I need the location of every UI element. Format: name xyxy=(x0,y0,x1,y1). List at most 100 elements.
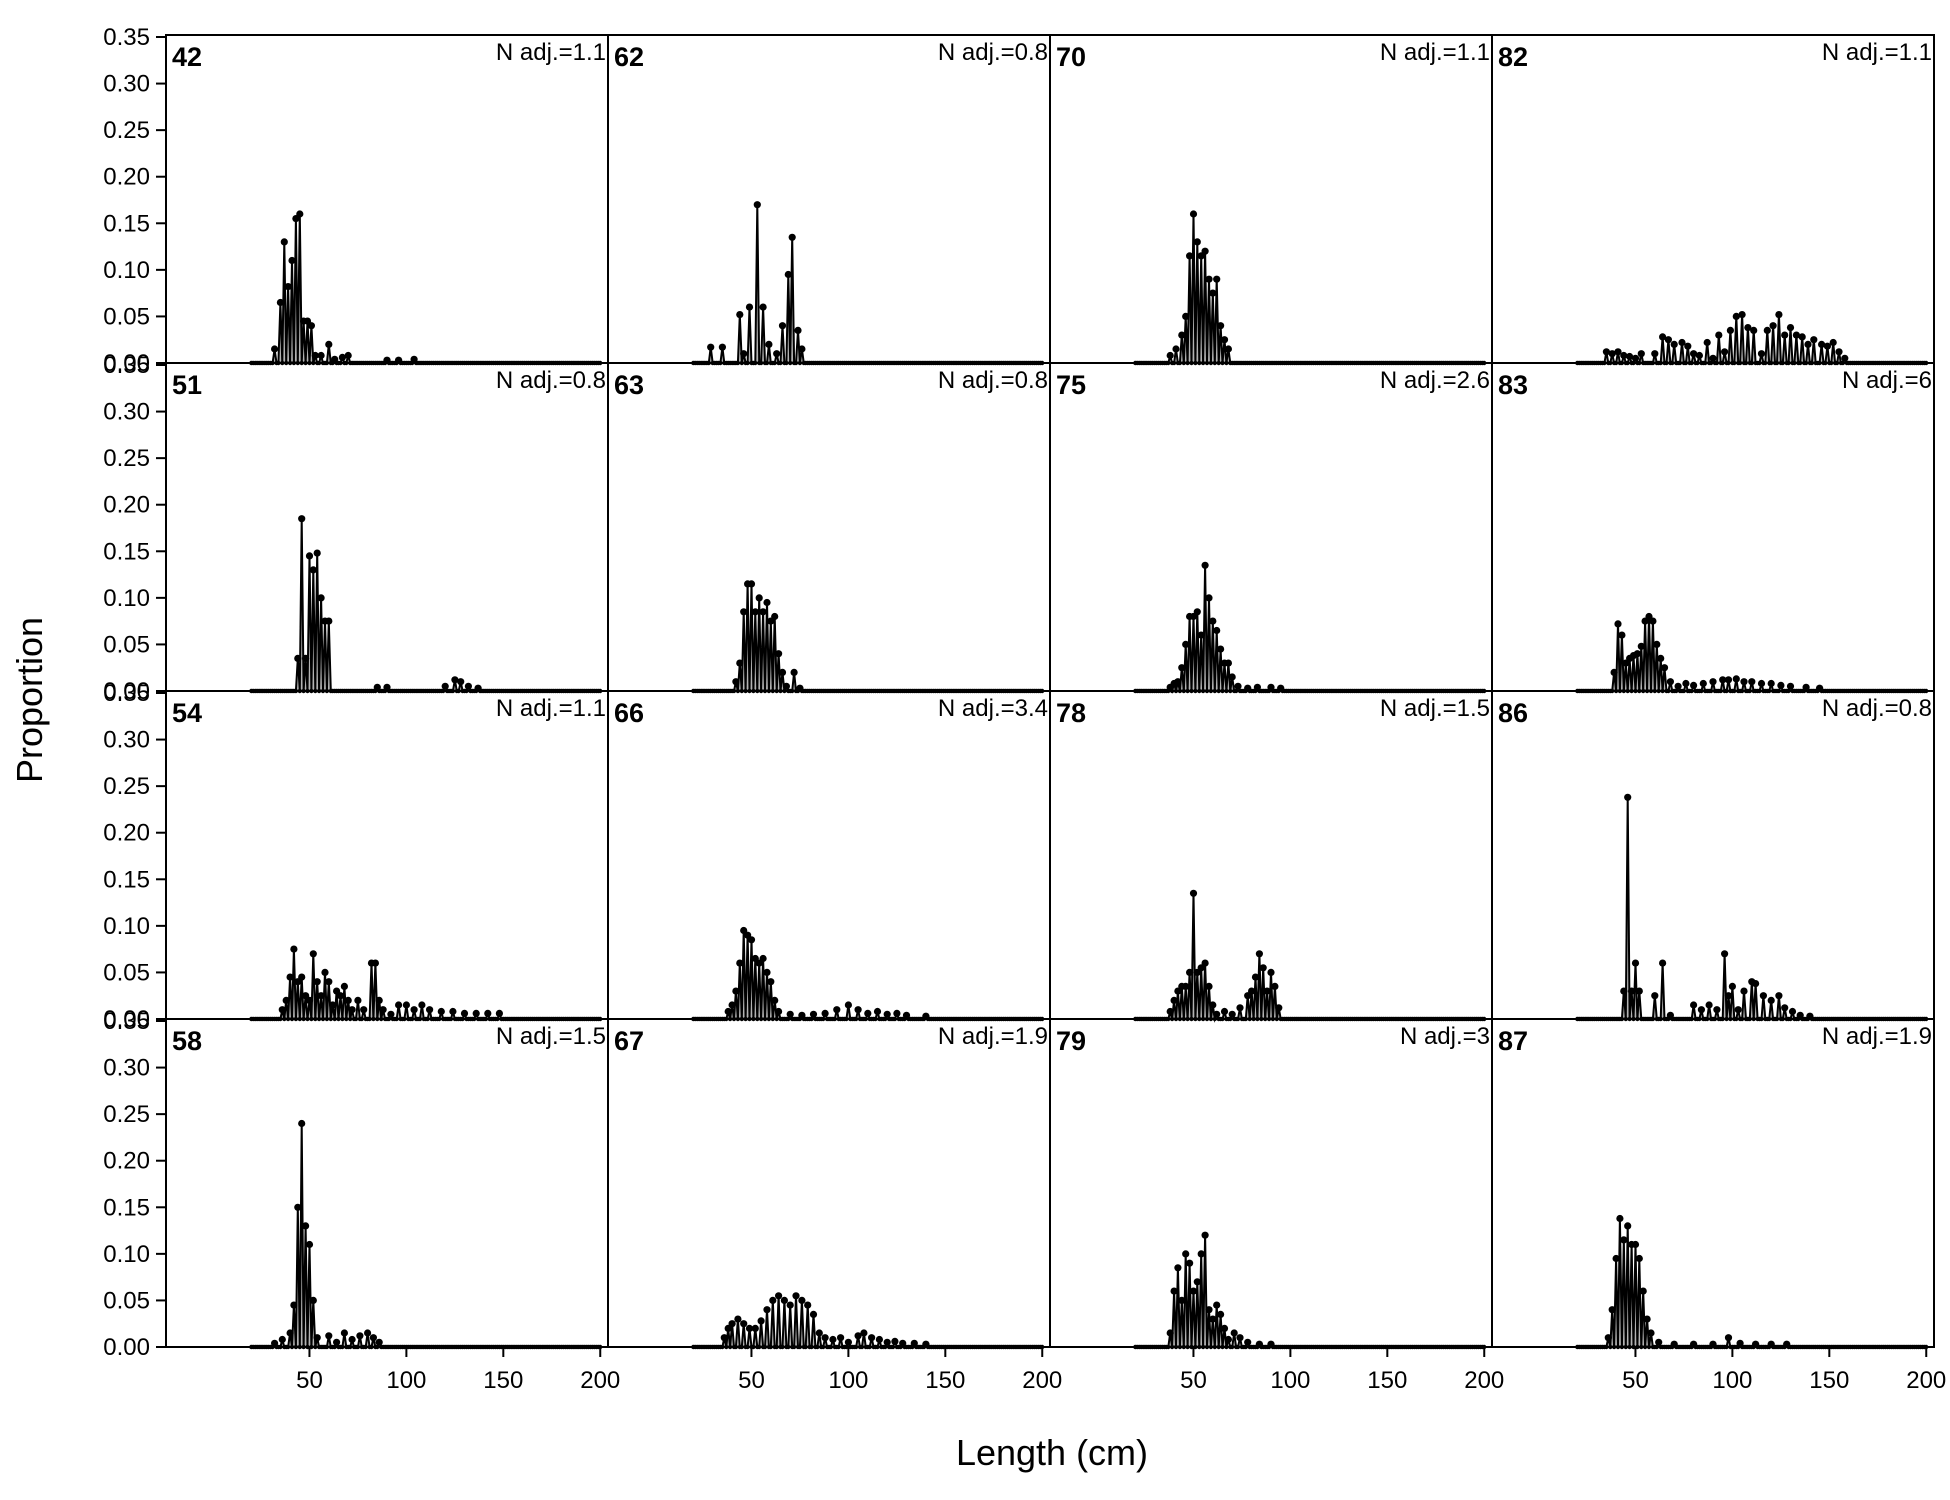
y-tick-label: 0.25 xyxy=(103,1101,150,1128)
data-point xyxy=(1228,673,1236,681)
data-point xyxy=(1653,640,1661,649)
data-point xyxy=(1174,678,1182,686)
data-point xyxy=(1172,345,1180,353)
data-point xyxy=(1798,333,1806,341)
data-point xyxy=(1186,252,1194,260)
data-point xyxy=(1777,681,1785,690)
data-point xyxy=(769,1296,777,1304)
data-point xyxy=(1614,620,1622,628)
panel-number-42: 42 xyxy=(172,42,202,72)
data-point xyxy=(1197,1250,1205,1258)
data-point xyxy=(771,612,779,621)
data-point xyxy=(1750,326,1758,334)
data-point xyxy=(788,233,796,241)
y-tick-label: 0.30 xyxy=(103,1055,150,1082)
data-point xyxy=(325,340,333,348)
data-point xyxy=(1823,342,1831,350)
data-point xyxy=(1255,950,1263,958)
x-tick-label: 150 xyxy=(1367,1367,1407,1394)
data-point xyxy=(309,950,317,958)
y-tick-label: 0.25 xyxy=(103,445,150,472)
data-point xyxy=(1209,289,1217,297)
panel-number-82: 82 xyxy=(1498,42,1528,72)
data-point xyxy=(1220,1007,1229,1016)
y-tick-label: 0.00 xyxy=(103,1006,150,1033)
data-point xyxy=(1186,1259,1194,1267)
data-point xyxy=(1189,1287,1198,1295)
y-tick-label: 0.35 xyxy=(103,352,150,379)
data-point xyxy=(375,1338,383,1346)
y-tick-label: 0.05 xyxy=(103,1287,150,1314)
data-point xyxy=(751,1324,759,1332)
data-point xyxy=(1769,322,1777,330)
data-point xyxy=(1193,1278,1201,1286)
data-point xyxy=(1182,312,1190,320)
data-point xyxy=(718,343,727,351)
y-tick-label: 0.00 xyxy=(103,1334,150,1361)
x-tick-label: 200 xyxy=(580,1367,620,1394)
data-point xyxy=(773,350,781,358)
y-tick-label: 0.35 xyxy=(103,1008,150,1035)
data-point xyxy=(379,1006,387,1014)
y-tick-label: 0.30 xyxy=(103,399,150,426)
data-point xyxy=(844,1001,853,1009)
y-tick-label: 0.10 xyxy=(103,585,150,612)
data-point xyxy=(1602,348,1610,356)
y-tick-label: 0.20 xyxy=(103,820,150,847)
data-point xyxy=(778,668,787,677)
data-point xyxy=(1275,1004,1283,1012)
data-point xyxy=(736,659,744,667)
panel-number-66: 66 xyxy=(614,698,644,728)
data-point xyxy=(821,1009,829,1018)
data-point xyxy=(1748,678,1756,686)
data-point xyxy=(286,973,294,981)
data-point xyxy=(786,1010,794,1018)
data-point xyxy=(1626,352,1634,361)
data-point xyxy=(449,1007,457,1016)
data-point xyxy=(732,678,740,686)
data-point xyxy=(1236,1334,1244,1342)
data-point xyxy=(1213,1301,1221,1309)
data-point xyxy=(1818,340,1826,348)
data-point xyxy=(426,1006,434,1014)
x-tick-label: 50 xyxy=(738,1367,765,1394)
data-point xyxy=(740,608,748,616)
data-point xyxy=(1217,1310,1225,1318)
data-point xyxy=(1189,210,1198,218)
data-point xyxy=(325,1332,333,1340)
panel-number-70: 70 xyxy=(1056,42,1086,72)
y-tick-label: 0.15 xyxy=(103,866,150,893)
data-point xyxy=(1752,980,1760,988)
data-point xyxy=(815,1329,823,1337)
data-point xyxy=(336,992,345,1000)
panel-nadj-63: N adj.=0.8 xyxy=(938,367,1048,394)
data-point xyxy=(278,1006,286,1014)
data-point xyxy=(1740,678,1748,686)
data-point xyxy=(1738,311,1746,319)
data-point xyxy=(736,311,744,319)
data-point xyxy=(868,1334,876,1342)
y-tick-label: 0.25 xyxy=(103,117,150,144)
data-point xyxy=(460,1009,469,1018)
panel-79: 79 N adj.=3 xyxy=(1049,1018,1493,1350)
data-point xyxy=(734,1315,742,1323)
data-point xyxy=(282,996,290,1005)
data-point xyxy=(864,1009,872,1018)
data-point xyxy=(763,1306,771,1314)
data-point xyxy=(1166,1329,1174,1337)
data-point xyxy=(321,968,329,977)
data-point xyxy=(1732,675,1740,683)
data-point xyxy=(809,1010,818,1018)
data-point xyxy=(1193,238,1201,246)
data-point xyxy=(1213,275,1221,283)
data-point xyxy=(1643,1315,1651,1323)
data-point xyxy=(1608,1306,1616,1314)
data-point xyxy=(1829,338,1837,347)
data-point xyxy=(1757,350,1766,358)
panel-number-83: 83 xyxy=(1498,370,1528,400)
data-point xyxy=(1217,322,1225,330)
panel-number-86: 86 xyxy=(1498,698,1528,728)
data-point xyxy=(1182,982,1190,991)
y-axis-title: Proportion xyxy=(9,617,50,783)
data-point xyxy=(1666,678,1674,686)
